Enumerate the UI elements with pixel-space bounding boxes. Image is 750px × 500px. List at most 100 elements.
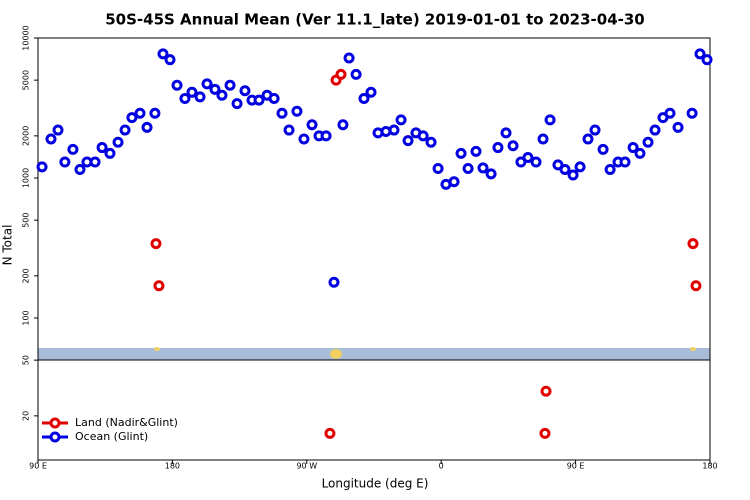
y-axis-label: N Total [1,225,15,266]
point [112,136,124,148]
land-blob [690,347,696,351]
point [231,98,243,110]
legend-marker [49,431,61,443]
point [337,119,349,131]
point [448,176,460,188]
point [672,121,684,133]
x-tick-label: 90 E [567,462,585,471]
point [209,83,221,95]
point [627,142,639,154]
point [634,147,646,159]
point [417,130,429,142]
point [537,133,549,145]
point [164,54,176,66]
point [574,161,586,173]
point [89,156,101,168]
point [470,145,482,157]
point [96,142,108,154]
point [492,142,504,154]
point [567,169,579,181]
land-blob [330,349,342,359]
y-tick-label: 5000 [22,70,31,90]
point [157,48,169,60]
point [291,105,303,117]
point [485,168,497,180]
point [224,79,236,91]
point [150,238,162,250]
point [597,143,609,155]
y-tick-label: 2000 [22,126,31,146]
chart-title: 50S-45S Annual Mean (Ver 11.1_late) 2019… [105,11,645,29]
point [36,161,48,173]
point [365,86,377,98]
point [153,280,165,292]
point [388,124,400,136]
point [126,112,138,124]
x-tick-label: 90 E [29,462,47,471]
point [402,135,414,147]
point [582,133,594,145]
point [642,136,654,148]
point [134,107,146,119]
y-tick-label: 10000 [22,25,31,50]
point [589,124,601,136]
point [149,107,161,119]
point [52,124,64,136]
legend-label: Ocean (Glint) [75,430,148,443]
y-tick-label: 20 [22,411,31,421]
x-tick-label: 0 [439,462,444,471]
x-axis-label: Longitude (deg E) [322,477,429,491]
point [350,68,362,80]
point [74,164,86,176]
point [268,92,280,104]
point [694,48,706,60]
point [619,156,631,168]
point [104,147,116,159]
point [649,124,661,136]
point [298,133,310,145]
point [239,85,251,97]
y-tick-label: 50 [22,355,31,365]
point [253,94,265,106]
point [395,114,407,126]
point [186,86,198,98]
point [119,124,131,136]
point [540,385,552,397]
point [500,127,512,139]
point [179,92,191,104]
point [306,119,318,131]
point [455,147,467,159]
point [530,156,542,168]
point [701,54,713,66]
point [59,156,71,168]
point [477,162,489,174]
legend-marker [49,417,61,429]
point [507,140,519,152]
plot-frame [37,37,711,461]
x-tick-label: 90 W [296,462,317,471]
x-tick-label: 180 [165,462,180,471]
point [343,52,355,64]
legend: Land (Nadir&Glint) Ocean (Glint) [42,416,178,443]
point [686,107,698,119]
point [432,162,444,174]
point [320,130,332,142]
point [276,107,288,119]
x-tick-label: 180 [702,462,717,471]
point [171,79,183,91]
legend-label: Land (Nadir&Glint) [75,416,178,429]
point [141,121,153,133]
point [335,68,347,80]
map-strip [38,348,710,360]
point [425,136,437,148]
point [358,92,370,104]
point [462,162,474,174]
point [324,427,336,439]
point [522,152,534,164]
y-tick-label: 200 [22,268,31,283]
y-tick-label: 100 [22,310,31,325]
point [216,89,228,101]
y-tick-label: 1000 [22,168,31,188]
